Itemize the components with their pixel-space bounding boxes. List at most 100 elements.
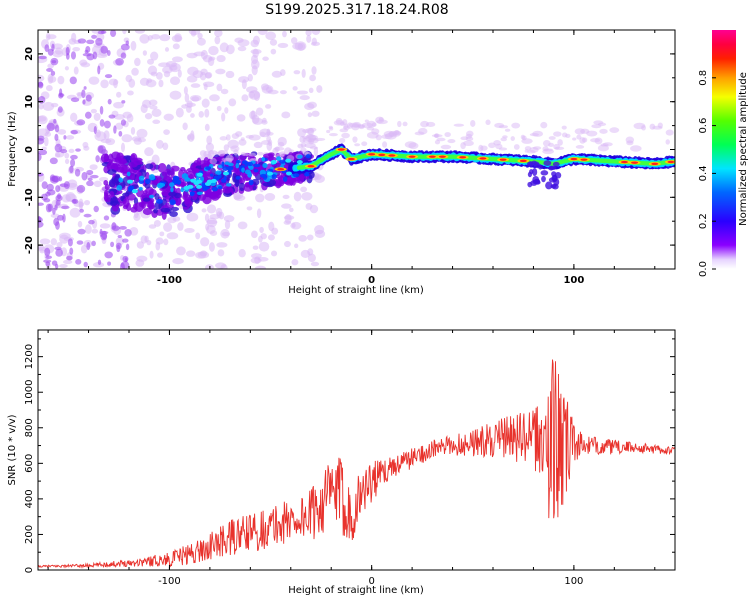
spectrogram-cell xyxy=(470,120,476,127)
spectrogram-cell xyxy=(38,103,44,110)
y-tick-label: -10 xyxy=(24,188,35,206)
spectrogram-cell xyxy=(251,65,258,76)
spectrogram-cell xyxy=(279,90,287,95)
spectrogram-cell xyxy=(201,98,210,108)
spectrogram-cell xyxy=(630,145,642,152)
spectrogram-cell xyxy=(91,240,96,247)
spectrogram-cell xyxy=(142,207,153,216)
spectrogram-cell xyxy=(170,186,174,193)
spectrogram-cell xyxy=(551,171,557,177)
spectrogram-cell xyxy=(206,179,213,184)
spectrogram-cell xyxy=(540,170,549,176)
spectrogram-cell xyxy=(463,140,474,147)
spectrogram-cell xyxy=(92,262,105,268)
colorbar-gradient xyxy=(712,30,736,269)
spectrogram-cell xyxy=(139,34,150,44)
spectrogram-cell xyxy=(510,136,515,141)
spectrogram-cell xyxy=(478,144,484,152)
spectrogram-cell xyxy=(38,95,46,104)
spectrogram-cell xyxy=(51,60,57,64)
spectrogram-cell xyxy=(557,139,563,146)
spectrogram-cell xyxy=(214,35,221,45)
spectrogram-cell xyxy=(196,179,203,184)
spectrogram-cell xyxy=(309,127,317,132)
colorbar-tick-label: 0.2 xyxy=(698,213,709,229)
spectrogram-cell xyxy=(511,122,521,129)
spectrogram-cell xyxy=(225,70,235,79)
spectrogram-cell xyxy=(59,264,68,269)
spectrogram-cell xyxy=(240,137,245,141)
spectrogram-cell xyxy=(71,198,79,204)
spectrogram-cell xyxy=(339,128,349,133)
spectrogram-cell xyxy=(197,37,206,46)
spectrogram-cell xyxy=(169,90,182,100)
spectrogram-cell xyxy=(177,69,182,78)
spectrogram-cell xyxy=(43,198,51,203)
spectrogram-cell xyxy=(80,62,91,68)
spectrogram-cell xyxy=(91,34,97,39)
spectrogram-cell xyxy=(125,243,130,251)
spectrogram-cell xyxy=(397,120,402,128)
spectrogram-cell xyxy=(53,217,60,226)
spectrogram-cell xyxy=(326,129,331,134)
spectrogram-cell xyxy=(183,86,188,95)
spectrogram-cell xyxy=(216,54,226,63)
spectrogram-cell xyxy=(175,107,184,118)
y-tick-label: 0 xyxy=(24,567,35,573)
spectrogram-cell xyxy=(548,142,554,147)
spectrogram-cell xyxy=(103,120,111,129)
spectrogram-cell xyxy=(79,208,84,213)
spectrogram-cell xyxy=(170,206,180,212)
spectrogram-cell xyxy=(298,234,308,242)
spectrogram-cell xyxy=(580,158,588,161)
spectrogram-cell xyxy=(532,146,542,150)
spectrogram-cell xyxy=(440,144,452,150)
spectrogram-cell xyxy=(95,155,100,163)
spectrogram-cell xyxy=(216,83,223,92)
spectrogram-cell xyxy=(565,133,571,139)
spectrogram-cell xyxy=(328,133,338,137)
spectrogram-cell xyxy=(41,181,48,190)
spectrogram-cell xyxy=(540,121,548,129)
spectrogram-cell xyxy=(553,131,562,137)
spectrogram-cell xyxy=(665,129,674,136)
spectrogram-cell xyxy=(541,175,546,183)
spectrogram-cell xyxy=(190,30,197,37)
spectrogram-cell xyxy=(94,131,107,142)
colorbar-tick-label: 0.6 xyxy=(698,118,709,134)
spectrogram-cell xyxy=(193,51,206,57)
spectrogram-cell xyxy=(378,117,384,122)
spectrogram-cell xyxy=(264,131,274,136)
spectrogram-cell xyxy=(172,258,184,265)
spectrogram-cell xyxy=(184,93,190,103)
spectrogram-cell xyxy=(72,46,81,52)
y-tick-label: 1000 xyxy=(24,379,35,404)
spectrogram-cell xyxy=(134,30,146,34)
spectrogram-cell xyxy=(269,38,278,46)
spectrogram-cell xyxy=(80,244,88,254)
spectrogram-cell xyxy=(261,140,272,145)
spectrogram-cell xyxy=(364,119,369,123)
spectrogram-cell xyxy=(157,252,163,258)
spectrogram-cell xyxy=(74,168,81,177)
y-tick-label: 400 xyxy=(24,489,35,508)
spectrogram-cell xyxy=(142,50,147,56)
spectrogram-cell xyxy=(282,194,290,200)
spectrogram-cell xyxy=(183,185,190,190)
spectrogram-cell xyxy=(70,51,76,60)
spectrogram-cell xyxy=(70,97,80,103)
spectrogram-cell xyxy=(51,175,61,183)
spectrogram-cell xyxy=(224,107,229,114)
spectrogram-cell xyxy=(73,66,79,75)
spectrogram-cell xyxy=(82,141,89,149)
spectrogram-cell xyxy=(520,134,526,140)
spectrogram-cell xyxy=(288,149,295,153)
spectrogram-cell xyxy=(169,64,178,71)
spectrogram-cell xyxy=(57,129,67,135)
x-tick-label: -100 xyxy=(158,576,181,587)
spectrogram-cell xyxy=(156,198,163,204)
spectrogram-cell xyxy=(620,160,628,164)
spectrogram-cell xyxy=(110,30,117,37)
spectrogram-cell xyxy=(77,228,86,235)
spectrogram-cell xyxy=(75,259,82,265)
